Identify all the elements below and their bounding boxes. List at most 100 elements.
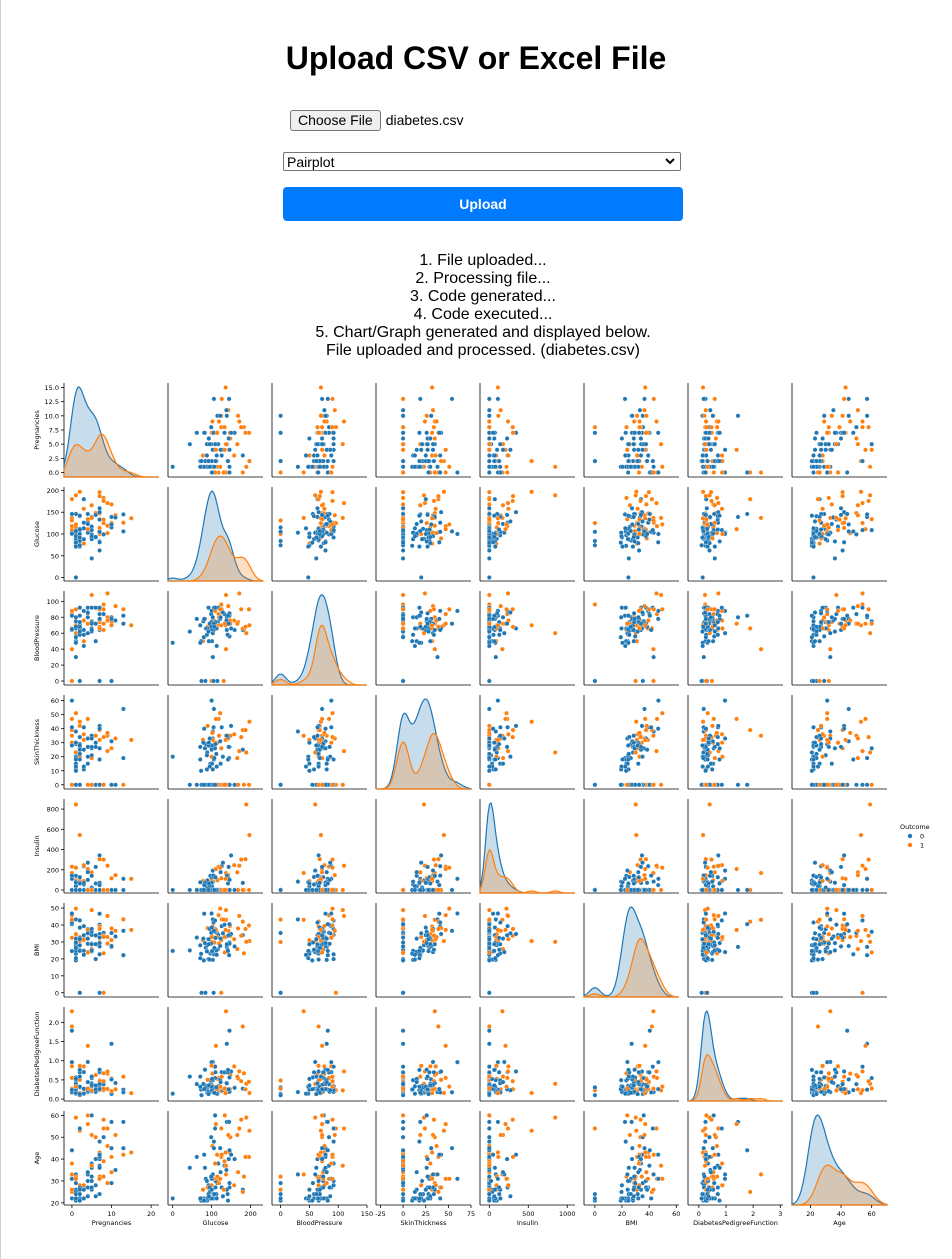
scatter-point bbox=[714, 495, 720, 501]
scatter-point bbox=[702, 441, 708, 447]
scatter-point bbox=[309, 540, 315, 546]
scatter-point bbox=[438, 458, 444, 464]
choose-file-button[interactable]: Choose File bbox=[290, 109, 381, 131]
scatter-point bbox=[77, 874, 83, 880]
scatter-point bbox=[858, 719, 864, 725]
scatter-point bbox=[417, 528, 423, 534]
scatter-point bbox=[97, 493, 102, 499]
scatter-point bbox=[637, 407, 643, 413]
scatter-point bbox=[400, 470, 406, 475]
scatter-point bbox=[278, 930, 283, 936]
scatter-point bbox=[226, 952, 232, 958]
scatter-point bbox=[431, 498, 437, 504]
upload-button[interactable]: Upload bbox=[283, 187, 683, 221]
scatter-point bbox=[211, 990, 216, 996]
scatter-point bbox=[340, 441, 346, 447]
scatter-point bbox=[656, 531, 661, 537]
scatter-point bbox=[706, 736, 712, 741]
scatter-point bbox=[105, 1069, 110, 1074]
scatter-point bbox=[225, 458, 231, 464]
scatter-point bbox=[101, 498, 106, 504]
scatter-point bbox=[821, 419, 827, 424]
scatter-point bbox=[715, 626, 721, 631]
scatter-point bbox=[238, 734, 244, 740]
scatter-point bbox=[486, 1028, 492, 1034]
scatter-point bbox=[643, 430, 649, 436]
scatter-point bbox=[200, 453, 206, 458]
scatter-point bbox=[659, 606, 665, 612]
scatter-point bbox=[427, 1063, 433, 1069]
scatter-point bbox=[240, 1024, 246, 1029]
scatter-point bbox=[504, 436, 510, 441]
scatter-point bbox=[109, 738, 114, 744]
scatter-point bbox=[486, 548, 492, 553]
scatter-point bbox=[324, 1079, 330, 1085]
scatter-point bbox=[101, 602, 106, 607]
scatter-point bbox=[97, 1067, 102, 1073]
scatter-point bbox=[713, 436, 719, 441]
scatter-point bbox=[710, 723, 715, 729]
scatter-point bbox=[278, 542, 283, 548]
scatter-point bbox=[636, 782, 642, 788]
scatter-point bbox=[315, 873, 320, 879]
scatter-point bbox=[93, 744, 99, 750]
scatter-point bbox=[85, 869, 91, 875]
scatter-point bbox=[869, 950, 875, 955]
scatter-point bbox=[709, 678, 715, 684]
scatter-point bbox=[635, 506, 641, 512]
scatter-point bbox=[491, 613, 497, 619]
scatter-point bbox=[238, 857, 244, 862]
scatter-point bbox=[93, 638, 99, 644]
scatter-point bbox=[486, 958, 492, 963]
scatter-point bbox=[703, 917, 709, 922]
scatter-point bbox=[491, 1083, 497, 1088]
scatter-point bbox=[832, 430, 838, 436]
scatter-point bbox=[85, 630, 91, 636]
scatter-point bbox=[295, 729, 301, 734]
scatter-point bbox=[706, 534, 711, 540]
chart-type-select[interactable]: Pairplot bbox=[283, 152, 681, 171]
scatter-point bbox=[620, 640, 625, 646]
scatter-point bbox=[654, 523, 660, 529]
scatter-point bbox=[97, 616, 102, 622]
scatter-point bbox=[81, 1069, 87, 1075]
scatter-point bbox=[69, 716, 75, 722]
scatter-point bbox=[834, 907, 839, 913]
scatter-point bbox=[817, 518, 822, 523]
scatter-point bbox=[700, 755, 706, 761]
scatter-point bbox=[206, 436, 212, 441]
scatter-point bbox=[486, 1086, 492, 1091]
scatter-point bbox=[85, 950, 91, 955]
scatter-point bbox=[315, 505, 320, 511]
scatter-point bbox=[700, 458, 705, 464]
scatter-point bbox=[818, 527, 824, 532]
scatter-point bbox=[73, 528, 79, 534]
scatter-point bbox=[278, 939, 283, 945]
scatter-point bbox=[864, 876, 870, 882]
scatter-point bbox=[414, 869, 420, 875]
scatter-point bbox=[711, 716, 717, 722]
file-input[interactable]: Choose File diabetes.csv bbox=[290, 109, 464, 131]
scatter-point bbox=[504, 606, 509, 612]
scatter-point bbox=[446, 522, 452, 527]
scatter-point bbox=[128, 1090, 134, 1096]
scatter-point bbox=[701, 941, 707, 947]
scatter-point bbox=[69, 1028, 75, 1034]
scatter-point bbox=[228, 853, 234, 858]
scatter-point bbox=[866, 734, 871, 740]
scatter-point bbox=[637, 1063, 642, 1069]
scatter-point bbox=[340, 907, 346, 913]
scatter-point bbox=[73, 540, 79, 546]
scatter-point bbox=[105, 591, 110, 596]
scatter-point bbox=[717, 757, 722, 762]
scatter-point bbox=[644, 1077, 650, 1083]
scatter-point bbox=[97, 745, 102, 751]
scatter-point bbox=[73, 640, 79, 646]
scatter-point bbox=[638, 498, 643, 504]
scatter-point bbox=[829, 926, 835, 931]
scatter-point bbox=[864, 782, 870, 788]
scatter-point bbox=[829, 761, 835, 767]
scatter-point bbox=[826, 619, 832, 625]
scatter-point bbox=[204, 752, 210, 758]
scatter-point bbox=[236, 591, 242, 596]
